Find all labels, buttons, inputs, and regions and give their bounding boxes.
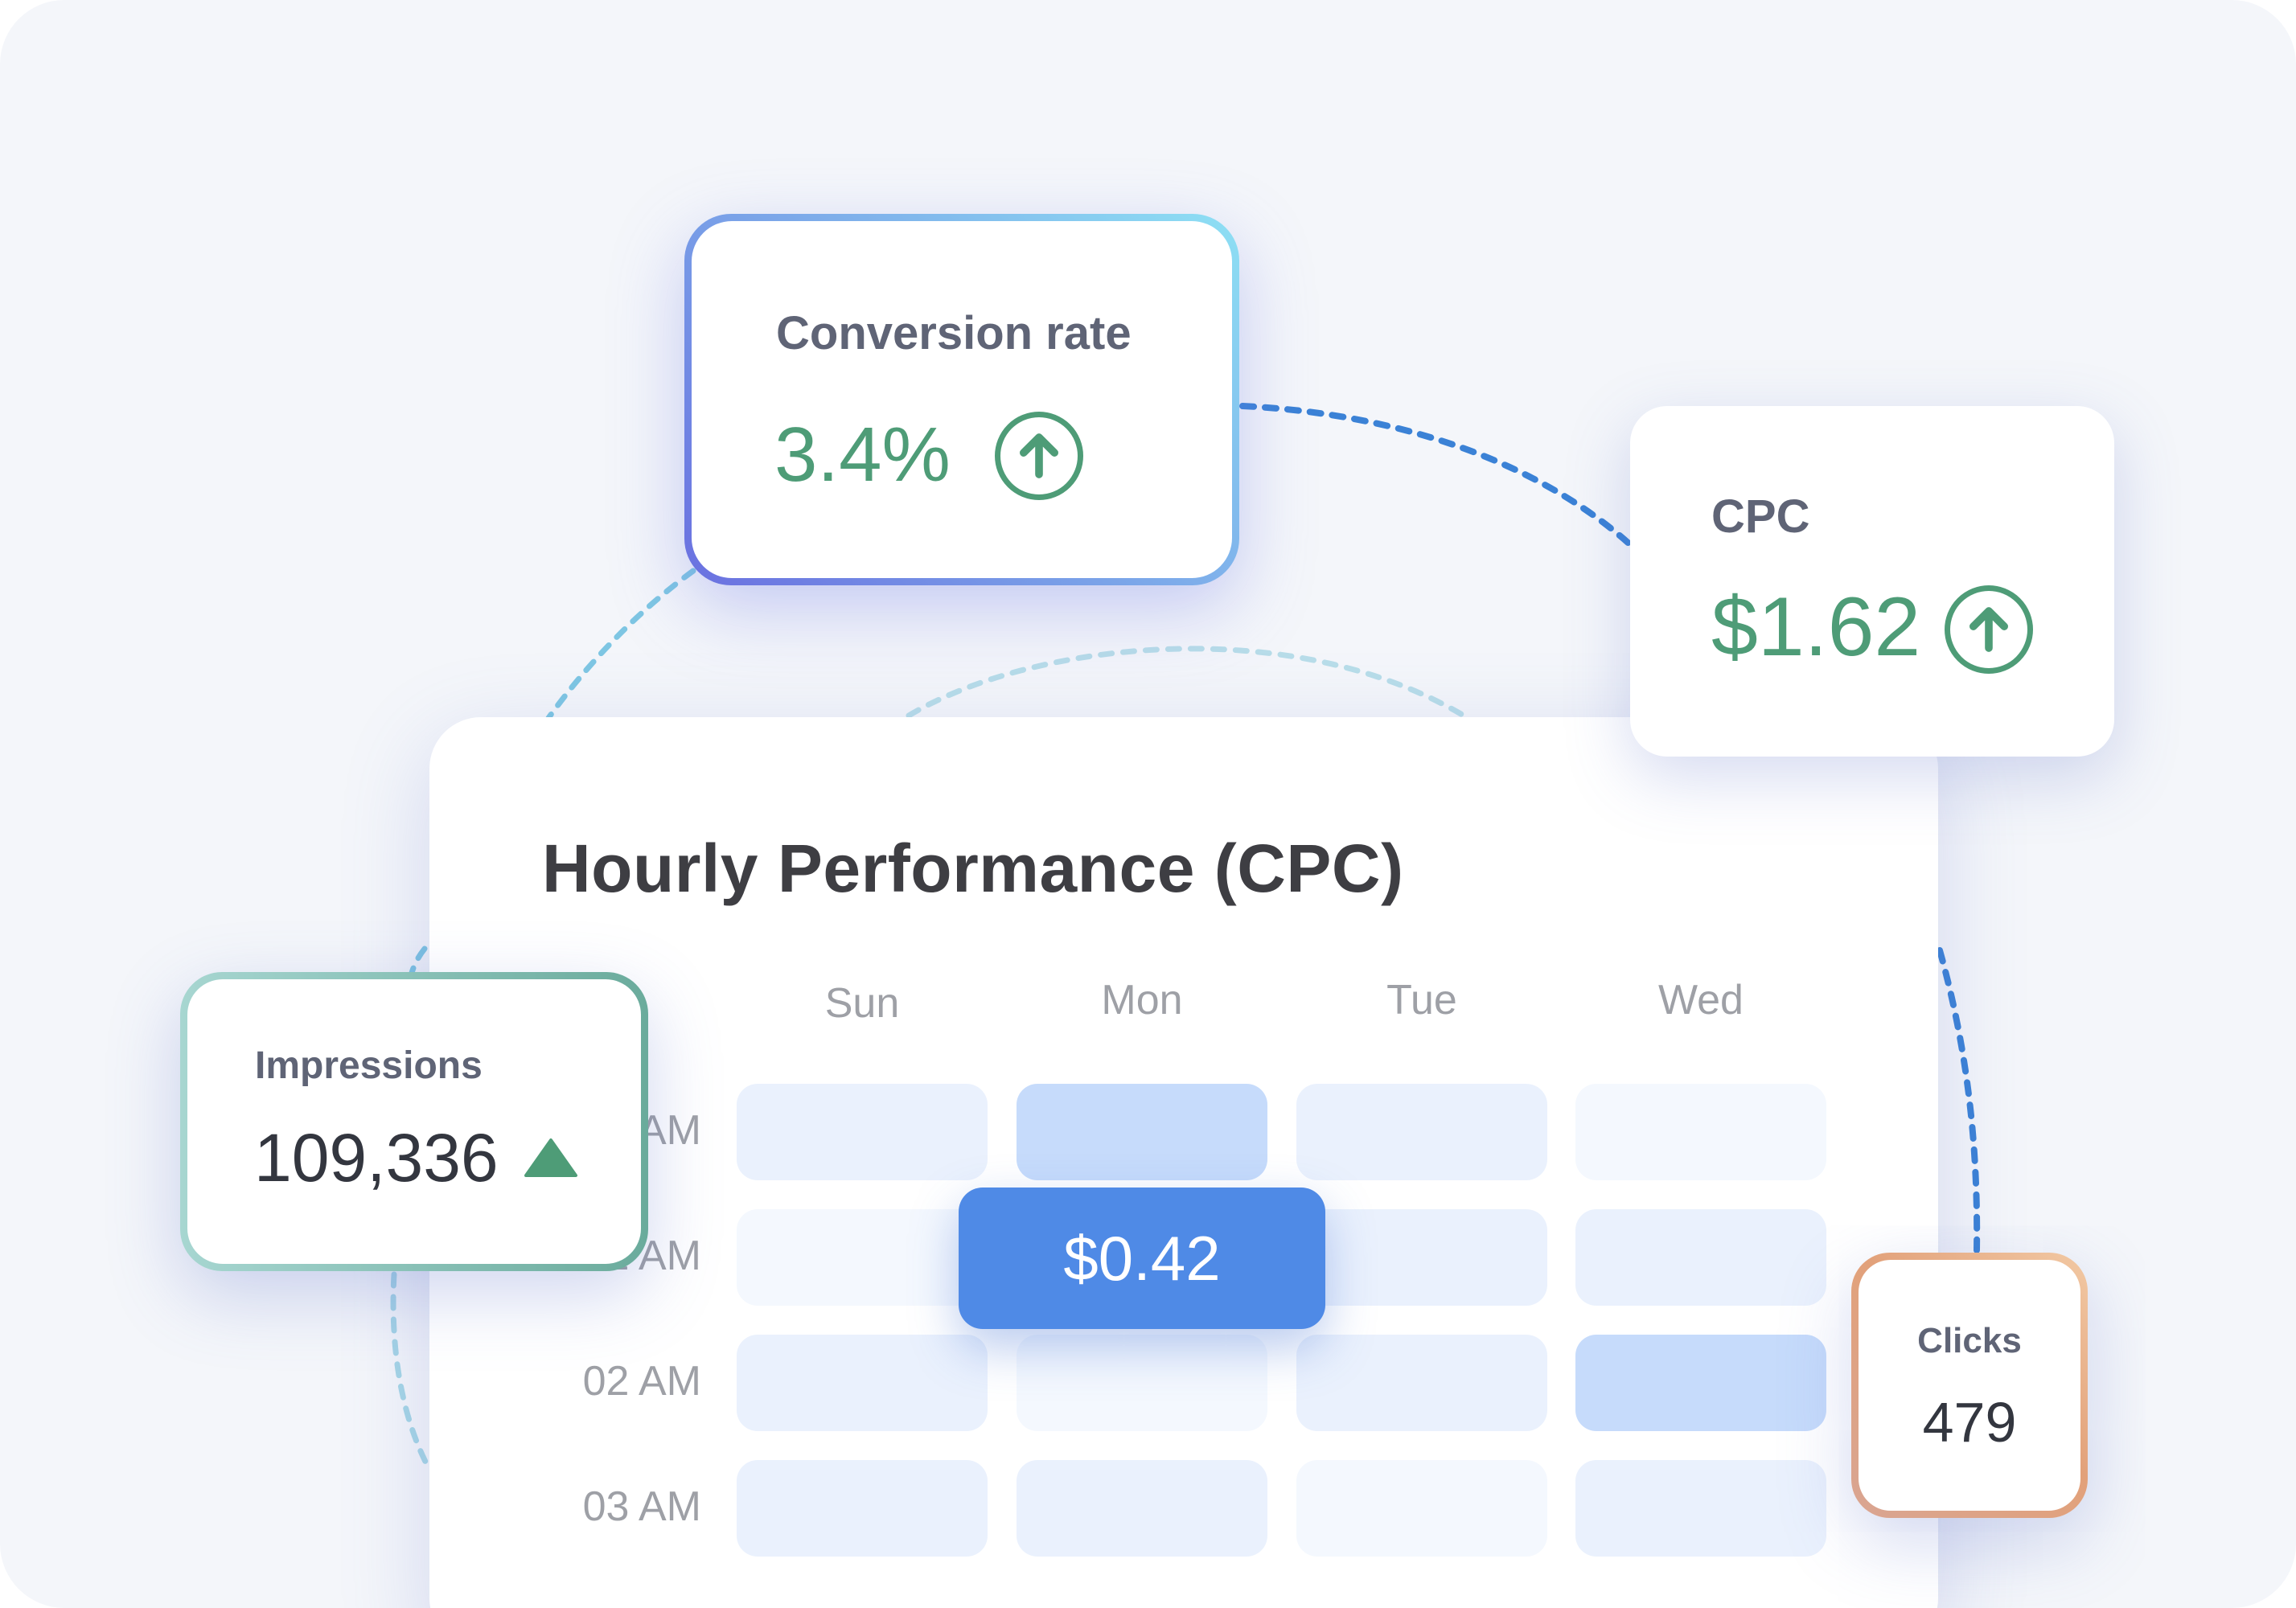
impressions-card[interactable]: Impressions 109,336 <box>180 972 648 1271</box>
impressions-label: Impressions <box>255 1044 483 1087</box>
day-label-wed: Wed <box>1658 977 1744 1023</box>
heatmap-cell[interactable] <box>1296 1084 1547 1180</box>
conversion-rate-value: 3.4% <box>774 412 951 498</box>
heatmap-cell[interactable] <box>1575 1460 1826 1557</box>
day-label-tue: Tue <box>1386 977 1457 1023</box>
clicks-card[interactable]: Clicks 479 <box>1851 1253 2088 1518</box>
heatmap-cell[interactable] <box>1575 1209 1826 1306</box>
panel-title: Hourly Performance (CPC) <box>542 831 1404 906</box>
heatmap-cell[interactable] <box>1296 1335 1547 1431</box>
hour-label-03: 03 AM <box>582 1483 701 1530</box>
impressions-value: 109,336 <box>254 1120 499 1196</box>
heatmap-cell[interactable] <box>1296 1460 1547 1557</box>
heatmap-cell[interactable] <box>1296 1209 1547 1306</box>
clicks-value: 479 <box>1922 1391 2017 1454</box>
tooltip-value: $0.42 <box>1063 1222 1221 1294</box>
heatmap-cell[interactable] <box>1017 1460 1267 1557</box>
heatmap-cell[interactable] <box>1575 1084 1826 1180</box>
clicks-label: Clicks <box>1917 1321 2022 1360</box>
cpc-label: CPC <box>1711 490 1810 543</box>
triangle-up-icon <box>524 1138 577 1177</box>
cpc-card[interactable]: CPC $1.62 <box>1630 406 2114 757</box>
cpc-value-tooltip: $0.42 <box>959 1188 1325 1329</box>
arrow-up-circle-icon <box>1945 585 2033 674</box>
hourly-performance-panel: Hourly Performance (CPC) Sun Mon Tue Wed… <box>429 717 1938 1608</box>
conversion-rate-label: Conversion rate <box>776 307 1132 359</box>
day-label-mon: Mon <box>1101 977 1183 1023</box>
conversion-rate-card[interactable]: Conversion rate 3.4% <box>684 214 1239 585</box>
hour-label-02: 02 AM <box>582 1358 701 1405</box>
heatmap-cell[interactable] <box>737 1460 988 1557</box>
heatmap-cell[interactable] <box>1017 1335 1267 1431</box>
heatmap-cell[interactable] <box>1575 1335 1826 1431</box>
heatmap-cell[interactable] <box>737 1335 988 1431</box>
heatmap-cell[interactable] <box>1017 1084 1267 1180</box>
heatmap-cell[interactable] <box>737 1084 988 1180</box>
heatmap-cell[interactable] <box>737 1209 988 1306</box>
arrow-up-circle-icon <box>995 412 1083 500</box>
cpc-value: $1.62 <box>1711 580 1921 674</box>
day-label-sun: Sun <box>824 980 900 1027</box>
